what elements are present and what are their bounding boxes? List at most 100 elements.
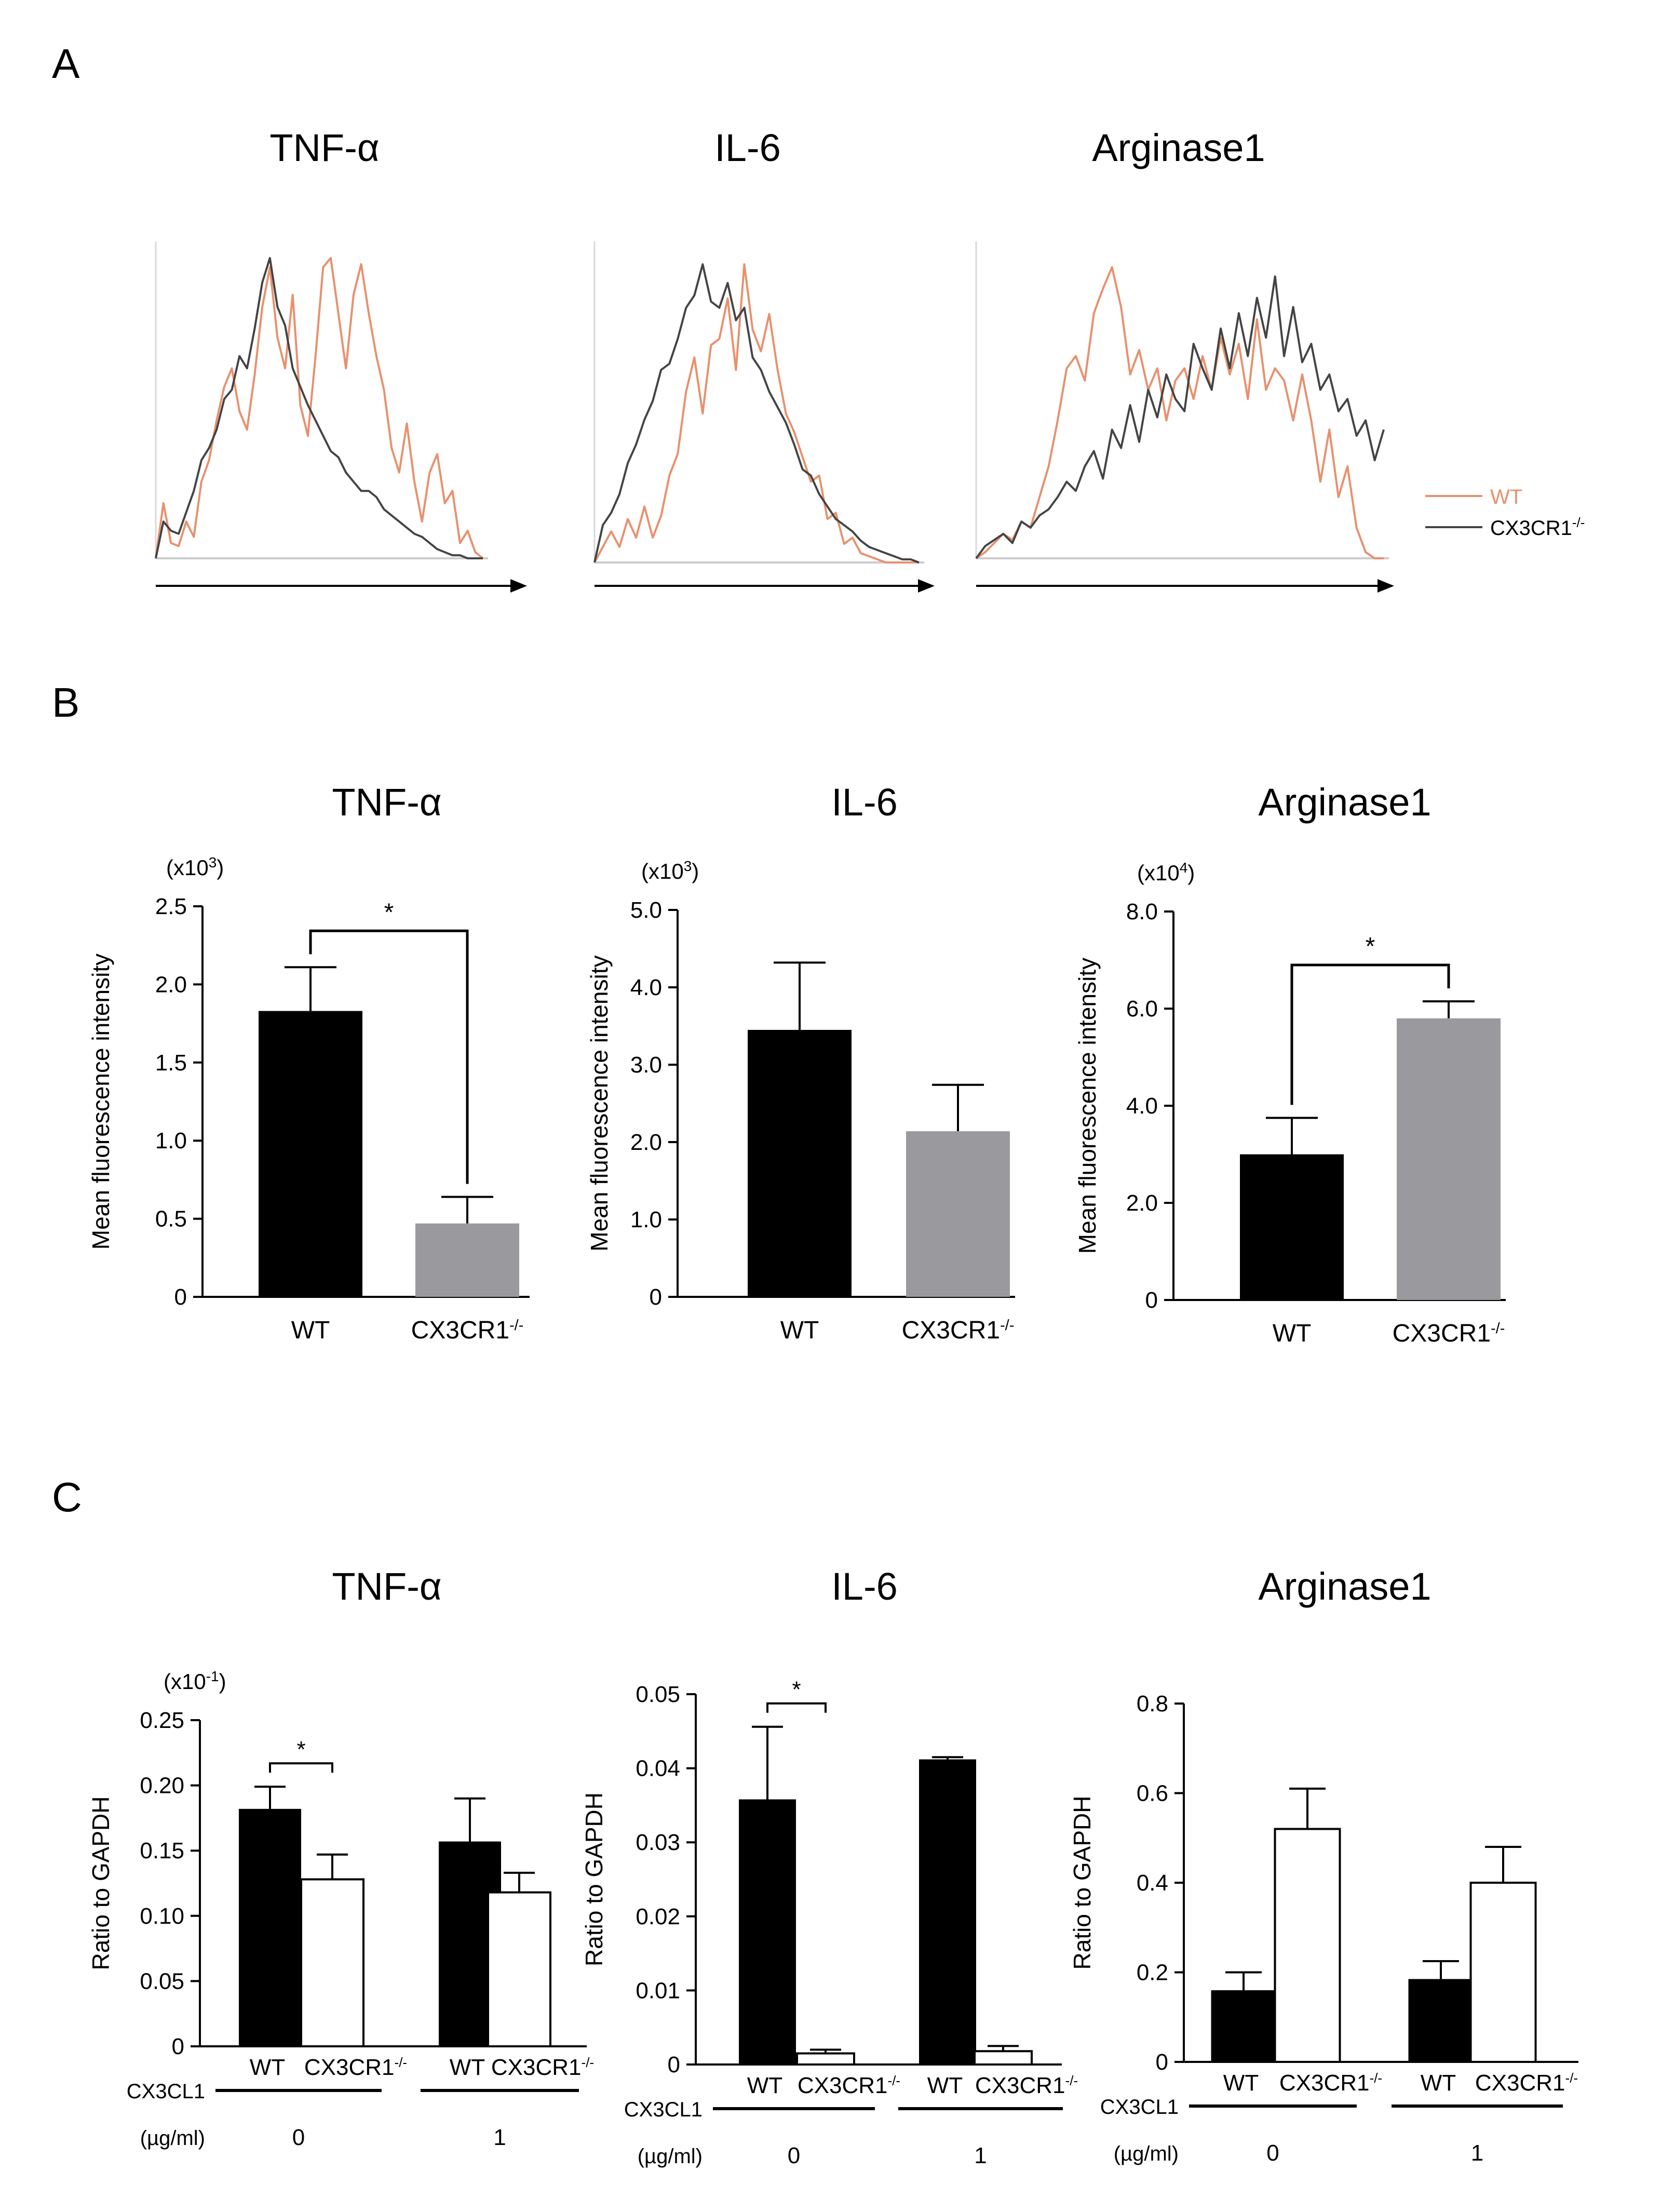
bar (1397, 1018, 1501, 1300)
y-axis-label: Mean fluorescence intensity (87, 954, 114, 1250)
histogram-series-ko (975, 275, 1385, 559)
significance-bracket (766, 1702, 827, 1713)
significance-star: * (1366, 933, 1375, 960)
panel-label-b: B (52, 679, 79, 726)
y-tick-label: 4.0 (1126, 1093, 1158, 1119)
histogram-series-ko (155, 257, 483, 559)
bar-chart-b-arginase: 0 2.0 4.0 6.0 8.0 Mean fluorescence intensity… (1074, 860, 1506, 1347)
panel-c-title-arginase: Arginase1 (1258, 1565, 1431, 1608)
bar (259, 1011, 362, 1297)
bar (487, 1891, 551, 2047)
y-axis-label: Ratio to GAPDH (87, 1797, 114, 1970)
x-category-label: CX3CR1-/- (304, 2055, 407, 2080)
y-tick-label: 0 (650, 1284, 662, 1310)
cx3cl1-unit-label: (µg/ml) (140, 2127, 205, 2150)
histogram-x-arrow-head (510, 579, 527, 593)
y-axis-label: Mean fluorescence intensity (586, 955, 613, 1251)
legend-wt-label: WT (1490, 486, 1522, 508)
y-tick-label: 1.0 (630, 1207, 662, 1232)
panel-b-title-il6: IL-6 (831, 781, 898, 824)
dose-label: 0 (292, 2125, 305, 2150)
x-category-label: CX3CR1-/- (1393, 1320, 1505, 1347)
y-tick-label: 0.8 (1137, 1691, 1168, 1717)
legend-ko-label: CX3CR1-/- (1490, 515, 1585, 540)
x-category-label: CX3CR1-/- (1279, 2070, 1382, 2096)
histogram-x-arrow-head (1378, 579, 1394, 593)
bar (739, 1799, 796, 2064)
y-tick-label: 2.0 (155, 972, 187, 997)
cx3cl1-label: CX3CL1 (1100, 2096, 1179, 2119)
dose-label: 1 (1471, 2140, 1483, 2166)
x-category-label: CX3CR1-/- (1475, 2070, 1578, 2096)
x-category-label: CX3CR1-/- (491, 2055, 594, 2080)
scale-label: (x103) (166, 854, 224, 880)
cx3cl1-label: CX3CL1 (624, 2098, 703, 2121)
y-tick-label: 0.4 (1137, 1870, 1168, 1896)
bar-chart-c-il6: 0 0.01 0.02 0.03 0.04 0.05 Ratio to GAPDH WT WT C… (580, 1677, 1078, 2168)
panel-a-title-arginase: Arginase1 (1092, 126, 1265, 169)
panel-b-title-tnf: TNF-α (332, 781, 441, 824)
y-tick-label: 1.0 (155, 1128, 187, 1154)
cx3cl1-unit-label: (µg/ml) (638, 2145, 703, 2168)
x-category-label: WT (780, 1317, 819, 1344)
bar-chart-c-arginase: 0 0.2 0.4 0.6 0.8 Ratio to GAPDH WT WT CX3CR1-/-… (1069, 1691, 1578, 2166)
y-tick-label: 0.01 (636, 1978, 680, 2003)
dose-label: 0 (788, 2143, 800, 2168)
x-category-label: WT (1421, 2070, 1456, 2096)
x-category-label: WT (291, 1317, 330, 1344)
dose-label: 1 (974, 2143, 987, 2168)
x-category-label: CX3CR1-/- (411, 1317, 524, 1344)
bar (1408, 1979, 1474, 2062)
y-tick-label: 0 (1145, 1288, 1158, 1313)
y-tick-label: 0.6 (1137, 1781, 1168, 1806)
panel-a-title-tnf: TNF-α (269, 126, 379, 169)
y-tick-label: 0.03 (636, 1830, 680, 1855)
cx3cl1-unit-label: (µg/ml) (1114, 2142, 1179, 2165)
significance-bracket (269, 1762, 333, 1773)
significance-star: * (792, 1677, 801, 1702)
bar (796, 2052, 855, 2066)
histogram-legend: WT CX3CR1-/- (1425, 486, 1585, 540)
bar (919, 1759, 976, 2064)
y-axis-label: Ratio to GAPDH (1069, 1796, 1096, 1970)
histogram-arginase (975, 242, 1394, 593)
y-tick-label: 0.05 (636, 1682, 680, 1707)
y-tick-label: 0.04 (636, 1756, 680, 1781)
y-tick-label: 2.5 (155, 894, 187, 919)
y-tick-label: 2.0 (630, 1130, 662, 1155)
y-axis-label: Mean fluorescence intensity (1074, 958, 1101, 1254)
bar (1274, 1828, 1341, 2063)
bar (300, 1878, 364, 2048)
y-tick-label: 1.5 (155, 1050, 187, 1076)
y-tick-label: 0.15 (140, 1838, 184, 1864)
bar (1211, 1990, 1276, 2062)
scale-label: (x10-1) (164, 1668, 226, 1694)
bar-chart-c-tnf: 0 0.05 0.10 0.15 0.20 0.25 Ratio to GAPDH (x10-… (87, 1668, 594, 2151)
panel-label-a: A (52, 41, 80, 87)
x-category-label: CX3CR1-/- (798, 2073, 900, 2098)
panel-c-title-il6: IL-6 (831, 1565, 898, 1608)
bar (1469, 1882, 1537, 2063)
significance-bracket (1290, 963, 1450, 1105)
y-tick-label: 0.25 (140, 1708, 184, 1733)
y-tick-label: 0.20 (140, 1773, 184, 1799)
bar (239, 1808, 301, 2046)
bar (415, 1223, 519, 1297)
y-tick-label: 5.0 (630, 897, 662, 923)
y-tick-label: 0 (668, 2052, 680, 2077)
y-tick-label: 0 (1156, 2049, 1168, 2075)
histogram-series-wt (155, 257, 484, 559)
histogram-series-wt (593, 263, 919, 564)
panel-label-c: C (52, 1474, 82, 1520)
bar (974, 2050, 1033, 2066)
histogram-x-arrow-head (918, 579, 935, 593)
y-tick-label: 4.0 (630, 975, 662, 1000)
histogram-series-ko (593, 263, 920, 564)
panel-b-title-arginase: Arginase1 (1258, 781, 1431, 824)
y-tick-label: 0.10 (140, 1903, 184, 1929)
significance-star: * (296, 1737, 305, 1762)
x-category-label: WT (250, 2055, 285, 2080)
bar-chart-b-il6: 0 1.0 2.0 3.0 4.0 5.0 Mean fluorescence intens… (586, 858, 1015, 1344)
histogram-il6 (593, 242, 935, 593)
